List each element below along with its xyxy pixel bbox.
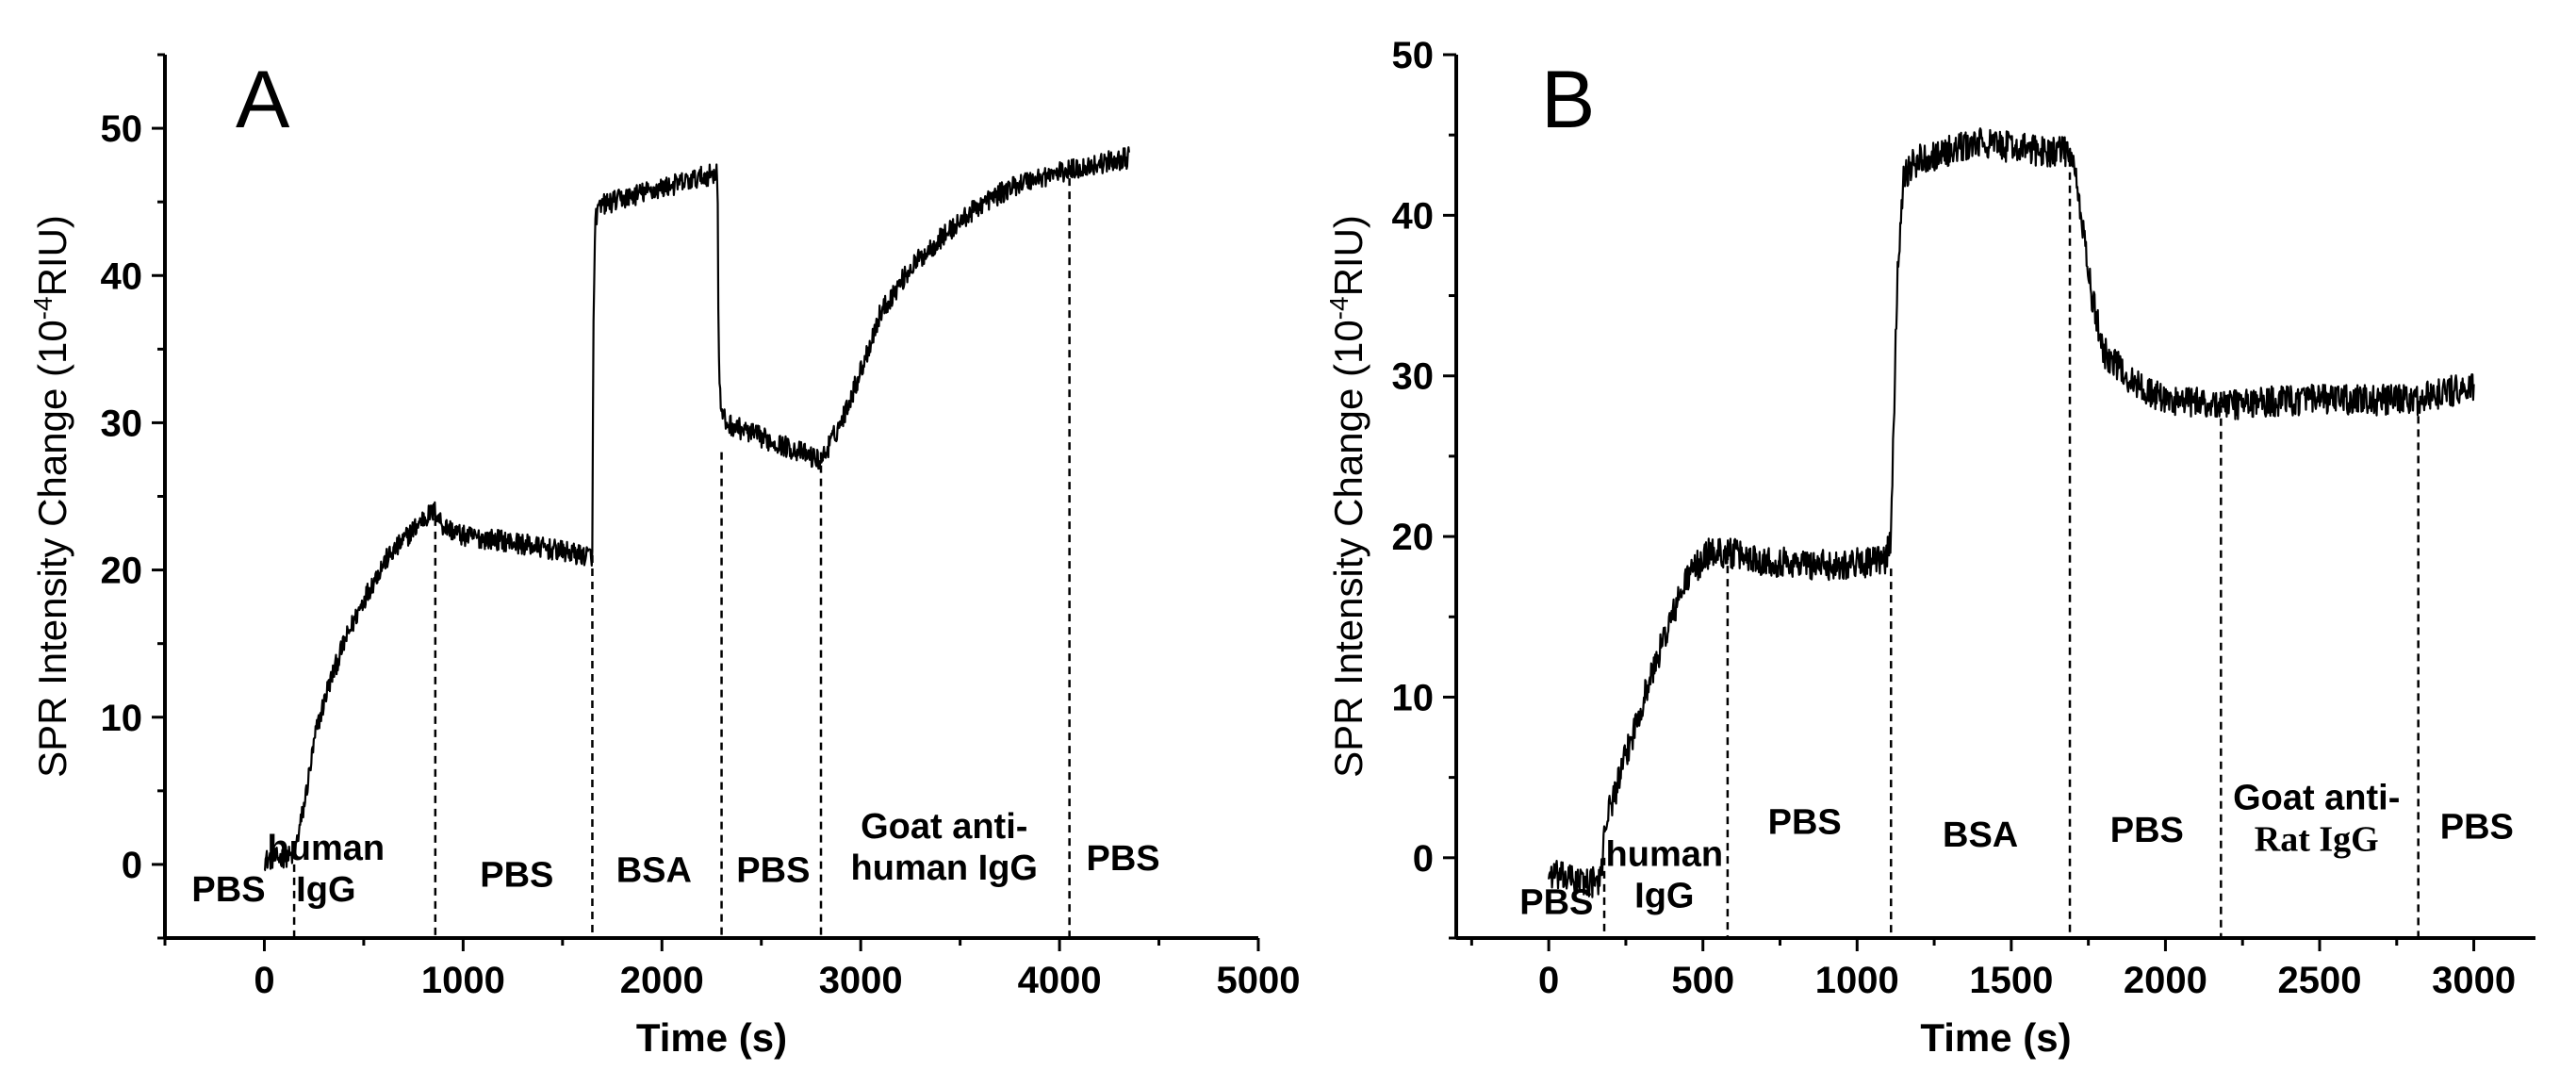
panel-a-y-tick-label: 50 [101,108,143,150]
panel-b-region-label: human [1606,834,1724,874]
panel-b-signal-trace [1548,127,2475,898]
panel-a-region-label: PBS [480,855,553,895]
panel-a-region-label: BSA [616,851,692,891]
panel-b-y-tick-label: 20 [1392,517,1435,558]
panel-a-x-axis-title: Time (s) [636,1015,787,1060]
panel-b-y-tick-label: 10 [1392,677,1435,718]
panel-a-region-label: PBS [1087,839,1160,879]
panel-a-y-tick-label: 20 [101,551,143,592]
panel-b-y-tick-label: 50 [1392,35,1435,76]
panel-b-y-tick-label: 40 [1392,195,1435,237]
panel-b-y-axis-title: SPR Intensity Change (10-4RIU) [1324,215,1371,778]
panel-b-region-label: Rat IgG [2255,820,2379,860]
panel-b-x-axis-title: Time (s) [1920,1015,2071,1060]
panel-a-chart: 0 1000 2000 3000 4000 5000 0 10 20 30 40 50 Time (s)… [28,53,1301,1060]
panel-a-region-label: human [268,829,386,868]
panel-b-x-tick-label: 2500 [2278,960,2362,1001]
panel-b-y-tick-label: 0 [1413,838,1434,880]
panel-b-region-label: BSA [1943,815,2018,855]
panel-a-letter: A [236,55,290,145]
panel-a-x-tick-label: 0 [254,960,274,1001]
panel-b-region-label: Goat anti- [2233,779,2400,818]
panel-b-x-tick-label: 3000 [2432,960,2516,1001]
panel-b-letter: B [1541,55,1595,145]
panel-b-x-tick-label: 1500 [1969,960,2053,1001]
panel-b-region-label: PBS [1768,802,1842,842]
panel-b-region-label: PBS [1519,882,1593,922]
panel-a-x-tick-label: 2000 [620,960,704,1001]
panel-a-region-label: PBS [191,870,265,910]
panel-b-region-label: IgG [1634,876,1694,915]
panel-a-x-tick-label: 4000 [1018,960,1102,1001]
panel-b-y-tick-label: 30 [1392,356,1435,398]
panel-b-chart: 0 500 1000 1500 2000 2500 3000 0 10 20 30 40 50 Time … [1324,35,2535,1060]
panel-a-region-label: IgG [296,870,355,910]
panel-b-x-tick-label: 500 [1671,960,1734,1001]
panel-a-y-axis-title: SPR Intensity Change (10-4RIU) [28,215,75,778]
panel-b-region-label: PBS [2440,807,2514,847]
panel-a-x-tick-label: 1000 [421,960,505,1001]
panel-a-x-tick-label: 3000 [819,960,903,1001]
panel-a-region-label: PBS [736,851,810,891]
panel-a-y-tick-label: 30 [101,403,143,444]
panel-a-y-tick-label: 10 [101,698,143,739]
panel-a-region-label: Goat anti- [861,807,1027,847]
panel-a-x-tick-label: 5000 [1217,960,1301,1001]
panel-a-region-label: human IgG [851,848,1038,888]
panel-b-x-tick-label: 0 [1538,960,1559,1001]
panel-a-y-tick-label: 0 [122,845,142,886]
panel-a-y-tick-label: 40 [101,255,143,297]
panel-b-x-tick-label: 2000 [2124,960,2207,1001]
panel-b-region-label: PBS [2110,811,2184,850]
panel-b-x-tick-label: 1000 [1815,960,1899,1001]
panel-a-signal-trace [264,146,1130,872]
